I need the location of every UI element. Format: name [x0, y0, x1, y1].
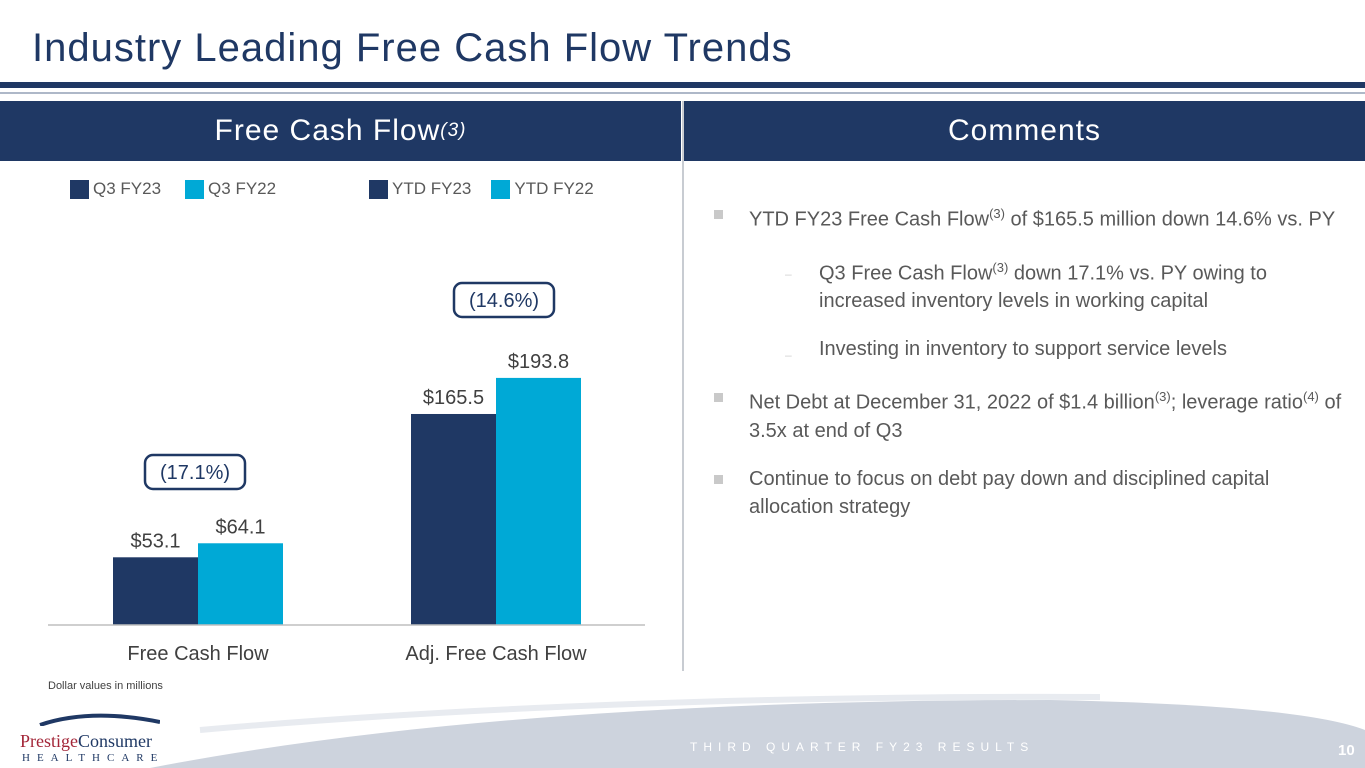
bar-q3-fy22 — [198, 543, 283, 625]
bar-chart: $53.1 $64.1 $165.5 $193.8 Free Cash Flow Adj.… — [48, 281, 645, 665]
logo-text: Prestige — [20, 731, 78, 751]
column-divider — [682, 101, 684, 671]
data-label: $193.8 — [508, 351, 569, 373]
change-annotation-box — [143, 453, 247, 491]
legend-swatch — [70, 179, 89, 199]
text: of 3.5x at end of Q3 — [749, 391, 1342, 442]
text: Net Debt at December 31, 2022 of $1.4 bi… — [749, 391, 1155, 414]
footnote: (3) — [992, 259, 1009, 275]
change-annotation: (17.1%) — [160, 462, 230, 484]
bar-ytd-fy22 — [496, 377, 581, 625]
comments-list: YTD FY23 Free Cash Flow(3) of $165.5 mil… — [714, 200, 1346, 541]
legend-swatch — [369, 179, 388, 199]
bar-ytd-fy23 — [411, 413, 496, 625]
header-footnote: (3) — [440, 120, 467, 141]
text: Investing in inventory to support servic… — [819, 338, 1227, 361]
footnote: (3) — [1154, 389, 1171, 405]
x-tick-label: Adj. Free Cash Flow — [405, 643, 587, 665]
bar-q3-fy23 — [113, 557, 198, 625]
x-tick-label: Free Cash Flow — [127, 643, 269, 665]
logo-subtext: HEALTHCARE — [22, 752, 165, 764]
data-label: $64.1 — [215, 516, 265, 538]
data-label: $53.1 — [130, 530, 180, 552]
free-cash-flow-header: Free Cash Flow (3) — [0, 101, 681, 161]
change-annotation: (14.6%) — [469, 290, 539, 312]
text: Q3 Free Cash Flow — [819, 262, 993, 285]
change-annotation-box — [452, 281, 556, 319]
legend-label: Q3 FY22 — [208, 179, 277, 198]
legend-swatch — [185, 179, 205, 199]
legend-ytd: YTD FY23 YTD FY22 — [369, 179, 594, 199]
footnote: (3) — [989, 206, 1005, 221]
text: down 17.1% vs. PY owing to increased inv… — [819, 262, 1267, 313]
square-bullet-icon — [714, 474, 723, 484]
company-logo: PrestigeConsumer HEALTHCARE — [20, 712, 164, 764]
dash-bullet-icon: – — [785, 266, 792, 281]
sub-bullet-item: – Q3 Free Cash Flow(3) down 17.1% vs. PY … — [716, 254, 1346, 316]
legend-swatch — [491, 179, 511, 199]
text: YTD FY23 Free Cash Flow — [749, 208, 990, 231]
bullet-item: Net Debt at December 31, 2022 of $1.4 bi… — [714, 383, 1346, 445]
title-rule — [0, 82, 1365, 88]
legend-label: YTD FY22 — [514, 179, 594, 198]
footnote: (4) — [1303, 389, 1319, 405]
data-label: $165.5 — [423, 387, 484, 409]
text: Continue to focus on debt pay down and d… — [749, 467, 1270, 518]
footer-title: THIRD QUARTER FY23 RESULTS — [690, 740, 1035, 754]
logo-text: Consumer — [78, 731, 152, 751]
text: of $165.5 million down 14.6% vs. PY — [1004, 208, 1336, 231]
title-rule-thin — [0, 92, 1365, 94]
bullet-item: Continue to focus on debt pay down and d… — [714, 465, 1346, 521]
bullet-item: YTD FY23 Free Cash Flow(3) of $165.5 mil… — [714, 200, 1346, 234]
header-label: Free Cash Flow — [214, 114, 441, 147]
page-number: 10 — [1338, 742, 1355, 759]
logo-arc-icon — [39, 713, 161, 727]
legend-label: Q3 FY23 — [93, 179, 162, 198]
dash-bullet-icon: – — [785, 348, 792, 363]
legend-q3: Q3 FY23 Q3 FY22 — [70, 179, 276, 199]
comments-header: Comments — [684, 101, 1365, 161]
legend-label: YTD FY23 — [392, 179, 472, 198]
page-title: Industry Leading Free Cash Flow Trends — [32, 26, 793, 70]
sub-bullet-item: – Investing in inventory to support servi… — [716, 335, 1346, 363]
text: ; leverage ratio — [1170, 391, 1303, 414]
square-bullet-icon — [714, 210, 723, 219]
units-note: Dollar values in millions — [48, 680, 163, 692]
square-bullet-icon — [714, 393, 723, 403]
